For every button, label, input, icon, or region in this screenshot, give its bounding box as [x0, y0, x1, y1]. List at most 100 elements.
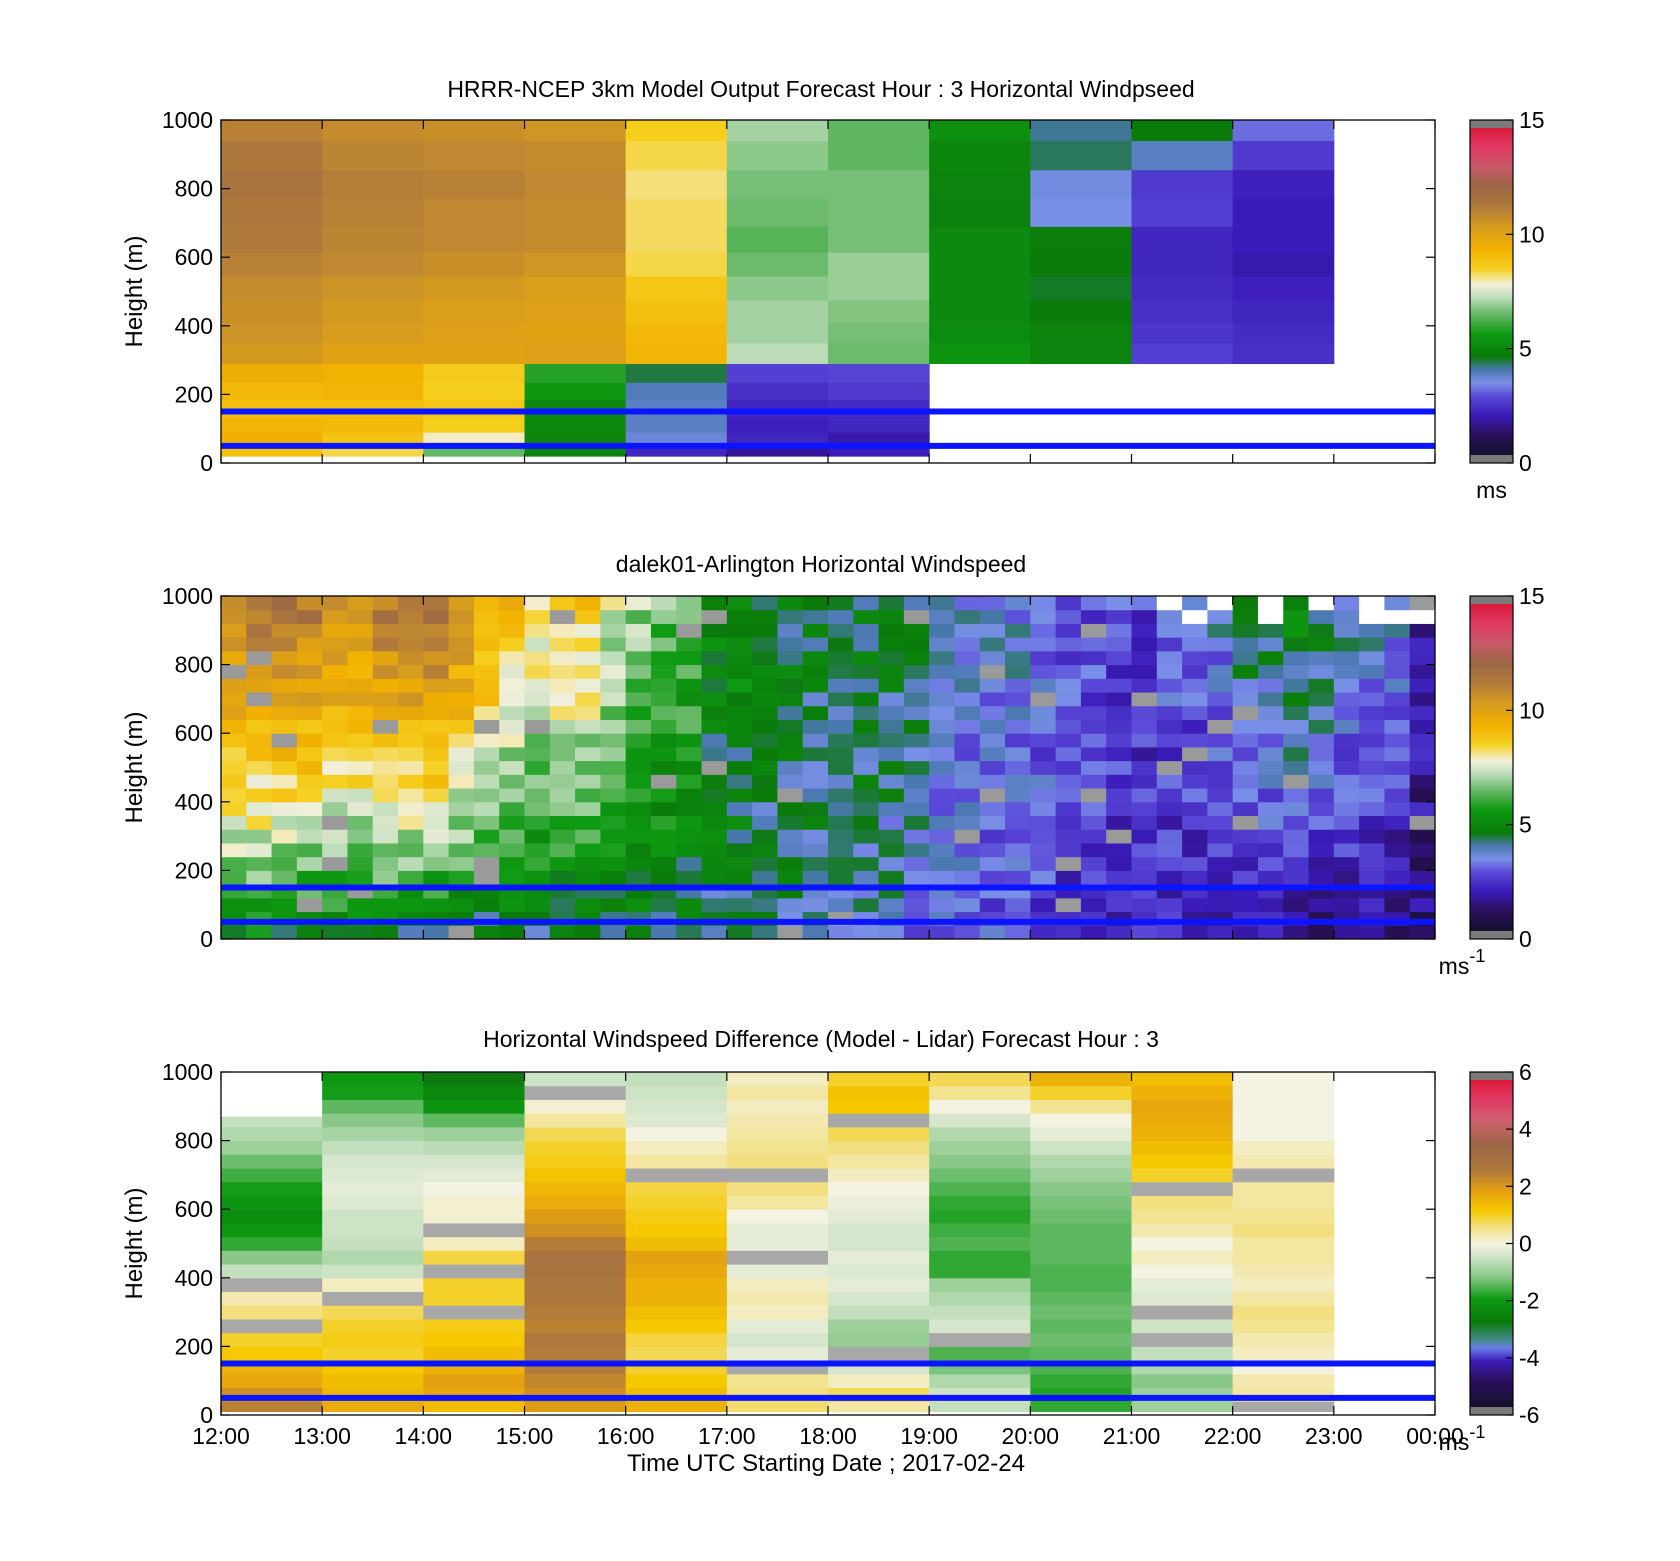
heatmap-cell — [878, 692, 905, 707]
heatmap-cell — [600, 925, 627, 940]
heatmap-cell — [473, 925, 500, 940]
heatmap-cell — [1409, 719, 1436, 734]
heatmap-cell — [929, 623, 955, 638]
heatmap-cell — [853, 692, 880, 707]
heatmap-cell — [650, 746, 677, 762]
heatmap-cell — [929, 1140, 1031, 1155]
heatmap-cell — [524, 1126, 627, 1142]
heatmap-cell — [296, 801, 323, 817]
heatmap-cell — [828, 1168, 930, 1183]
heatmap-cell — [1333, 856, 1360, 871]
heatmap-cell — [1131, 815, 1158, 830]
heatmap-cell — [1384, 870, 1411, 885]
heatmap-cell — [549, 650, 576, 666]
heatmap-cell — [625, 382, 728, 401]
heatmap-cell — [701, 760, 728, 775]
heatmap-cell — [575, 815, 601, 830]
heatmap-cell — [726, 252, 829, 277]
heatmap-cell — [524, 815, 551, 830]
heatmap-cell — [828, 650, 854, 666]
heatmap-cell — [1232, 1277, 1335, 1293]
heatmap-cell — [1005, 733, 1031, 748]
heatmap-cell — [246, 733, 273, 748]
heatmap-cell — [1106, 842, 1132, 858]
heatmap-cell — [600, 733, 627, 748]
heatmap-cell — [221, 1126, 323, 1142]
heatmap-cell — [676, 637, 703, 652]
colorbar-overflow-cap — [1470, 120, 1513, 128]
heatmap-cell — [726, 1222, 829, 1238]
heatmap-cell — [575, 856, 601, 871]
heatmap-cell — [347, 733, 374, 748]
heatmap-cell — [221, 169, 323, 200]
heatmap-cell — [1156, 596, 1183, 611]
heatmap-cell — [448, 856, 475, 871]
y-tick-label: 400 — [175, 1265, 213, 1291]
heatmap-cell — [979, 774, 1006, 789]
heatmap-cell — [524, 1209, 627, 1224]
heatmap-cell — [650, 637, 677, 652]
heatmap-cell — [221, 1373, 323, 1389]
heatmap-cell — [423, 1140, 525, 1155]
heatmap-cell — [929, 276, 1031, 301]
heatmap-cell — [1232, 637, 1259, 652]
heatmap-cell — [1308, 692, 1335, 707]
heatmap-cell — [1207, 870, 1234, 885]
heatmap-cell — [1030, 1305, 1132, 1320]
heatmap-cell — [929, 829, 955, 844]
heatmap-cell — [1055, 664, 1082, 679]
heatmap-cell — [473, 705, 500, 720]
heatmap-cell — [726, 692, 753, 707]
y-tick-label: 200 — [175, 1333, 213, 1359]
heatmap-cell — [372, 637, 399, 652]
heatmap-cell — [1131, 870, 1158, 885]
heatmap-cell — [828, 1222, 930, 1238]
heatmap-cell — [1207, 801, 1234, 817]
heatmap-cell — [1106, 692, 1132, 707]
heatmap-cell — [1030, 1291, 1132, 1306]
heatmap-cell — [221, 382, 323, 401]
heatmap-cell — [1030, 609, 1057, 624]
heatmap-cell — [650, 664, 677, 679]
heatmap-cell — [221, 1154, 323, 1169]
heatmap-cell — [1333, 650, 1360, 666]
heatmap-cell — [929, 870, 955, 885]
heatmap-cell — [802, 829, 829, 844]
heatmap-cell — [625, 1209, 728, 1224]
heatmap-cell — [575, 719, 601, 734]
heatmap-cell — [701, 815, 728, 830]
heatmap-cell — [322, 416, 424, 433]
heatmap-cell — [423, 760, 450, 775]
heatmap-cell — [1080, 623, 1107, 638]
heatmap-cell — [1131, 788, 1158, 803]
heatmap-cell — [1257, 870, 1284, 885]
heatmap-cell — [903, 637, 930, 652]
heatmap-cell — [1232, 623, 1259, 638]
heatmap-cell — [423, 382, 525, 401]
heatmap-cell — [1080, 829, 1107, 844]
heatmap-cell — [853, 842, 880, 858]
heatmap-cell — [701, 705, 728, 720]
heatmap-cell — [473, 870, 500, 885]
heatmap-cell — [1156, 678, 1183, 693]
heatmap-cell — [1030, 1113, 1132, 1128]
heatmap-cell — [929, 692, 955, 707]
heatmap-cell — [1156, 719, 1183, 734]
heatmap-cell — [322, 1250, 424, 1265]
heatmap-cell — [929, 637, 955, 652]
heatmap-cell — [296, 925, 323, 940]
heatmap-cell — [903, 692, 930, 707]
heatmap-cell — [828, 382, 930, 401]
heatmap-cell — [448, 596, 475, 611]
heatmap-cell — [499, 609, 525, 624]
heatmap-cell — [954, 746, 981, 762]
heatmap-cell — [1333, 774, 1360, 789]
heatmap-cell — [802, 637, 829, 652]
heatmap-cell — [954, 842, 981, 858]
heatmap-cell — [423, 1195, 525, 1210]
heatmap-cell — [1030, 1168, 1132, 1183]
heatmap-cell — [1131, 1154, 1234, 1169]
heatmap-cell — [903, 856, 930, 871]
heatmap-cell — [575, 733, 601, 748]
heatmap-cell — [1308, 897, 1335, 913]
